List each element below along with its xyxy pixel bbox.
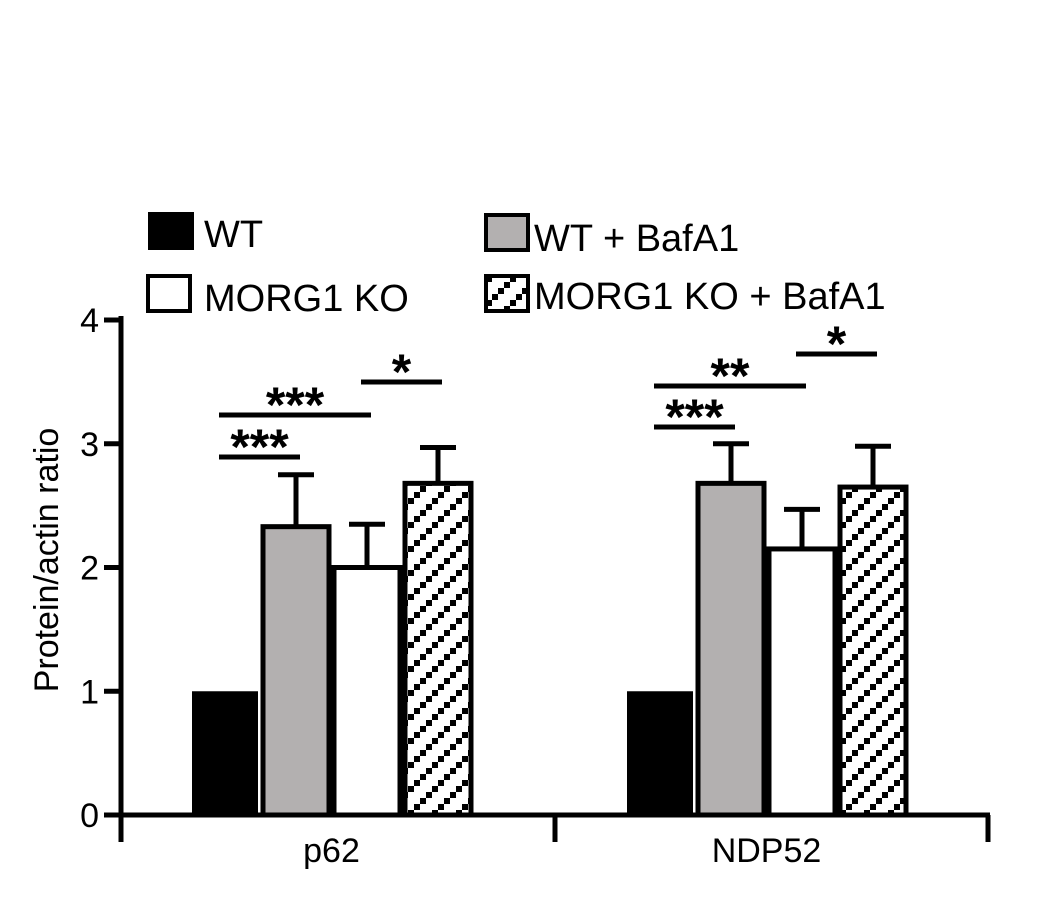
significance-label: * — [827, 316, 847, 372]
legend-label-morg1-ko-bafa1: MORG1 KO + BafA1 — [534, 276, 886, 318]
bar-p62-morg1-ko — [331, 565, 403, 818]
significance-label: * — [392, 344, 412, 400]
significance-label: ** — [711, 348, 750, 404]
y-tick-label-4: 4 — [80, 302, 99, 340]
legend-label-wt: WT — [204, 214, 263, 256]
y-axis-label: Protein/actin ratio — [28, 428, 66, 693]
bar-ndp52-morg1-ko-bafa1 — [837, 484, 909, 818]
legend-label-morg1-ko: MORG1 KO — [204, 278, 409, 320]
legend-swatch-wt-bafa1 — [484, 213, 530, 252]
bar-p62-wt — [192, 691, 258, 815]
significance-label: *** — [266, 377, 325, 433]
legend-swatch-wt — [148, 212, 194, 250]
y-tick-label-3: 3 — [80, 426, 99, 464]
bar-ndp52-morg1-ko — [766, 546, 838, 818]
y-tick-label-2: 2 — [80, 550, 99, 588]
legend-label-wt-bafa1: WT + BafA1 — [534, 218, 739, 260]
significance-label: *** — [665, 389, 724, 445]
bar-p62-wt-bafa1 — [260, 524, 332, 818]
bar-p62-morg1-ko-bafa1 — [402, 480, 474, 818]
y-tick-label-1: 1 — [80, 673, 99, 711]
y-tick-label-0: 0 — [80, 797, 99, 835]
legend: WT WT + BafA1 MORG1 KO MORG1 KO + BafA1 — [146, 212, 886, 320]
significance-label: *** — [230, 419, 289, 475]
x-tick-label-ndp52: NDP52 — [712, 832, 822, 870]
legend-swatch-morg1-ko-bafa1 — [484, 274, 530, 313]
x-tick-label-p62: p62 — [303, 832, 360, 870]
bar-ndp52-wt — [627, 691, 693, 815]
legend-swatch-morg1-ko — [146, 274, 192, 313]
bar-ndp52-wt-bafa1 — [695, 480, 767, 818]
